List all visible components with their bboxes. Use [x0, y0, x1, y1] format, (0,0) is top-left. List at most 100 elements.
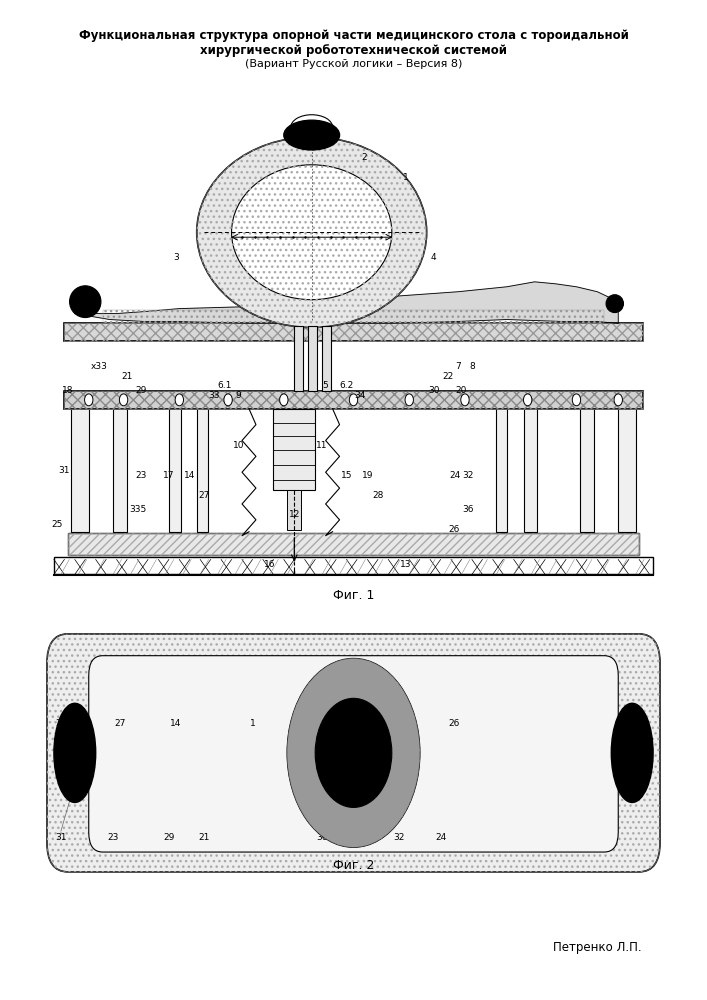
Bar	[169, 408, 182, 532]
Text: 18: 18	[62, 386, 74, 395]
Text: 8: 8	[469, 362, 475, 371]
Bar	[71, 408, 89, 532]
Text: Функциональная структура опорной части медицинского стола с тороидальной: Функциональная структура опорной части м…	[78, 29, 629, 42]
Bar	[64, 323, 643, 341]
Text: 15: 15	[341, 471, 352, 480]
Text: Фиг. 1: Фиг. 1	[333, 589, 374, 602]
Text: 29: 29	[135, 386, 146, 395]
Text: 26: 26	[449, 525, 460, 534]
Bar	[68, 533, 639, 555]
Circle shape	[119, 394, 128, 406]
Text: 5: 5	[323, 381, 329, 390]
Ellipse shape	[61, 718, 89, 788]
Text: 15: 15	[351, 719, 363, 728]
FancyBboxPatch shape	[47, 634, 660, 872]
Text: 3: 3	[173, 253, 179, 262]
Text: 32: 32	[463, 471, 474, 480]
Text: 30: 30	[428, 386, 439, 395]
Text: 19: 19	[362, 471, 373, 480]
Text: 22: 22	[351, 833, 363, 842]
Ellipse shape	[69, 286, 101, 318]
Ellipse shape	[612, 703, 653, 802]
Text: 10: 10	[233, 441, 245, 450]
Text: 6.1: 6.1	[218, 381, 232, 390]
Circle shape	[523, 394, 532, 406]
Text: 25: 25	[52, 520, 63, 529]
Text: 27: 27	[198, 491, 209, 500]
Bar	[54, 557, 653, 574]
Bar	[68, 533, 639, 555]
Bar	[103, 310, 604, 323]
Text: 22: 22	[442, 372, 453, 381]
Text: 24: 24	[435, 833, 446, 842]
Text: 20: 20	[456, 386, 467, 395]
Bar	[618, 408, 636, 532]
Text: Фиг. 2: Фиг. 2	[333, 859, 374, 872]
Text: 17: 17	[163, 471, 175, 480]
Circle shape	[224, 394, 233, 406]
Text: 25: 25	[55, 719, 66, 728]
Text: 36: 36	[462, 505, 474, 514]
Circle shape	[280, 394, 288, 406]
Text: 12: 12	[288, 510, 300, 519]
Text: 23: 23	[135, 471, 146, 480]
Text: 1: 1	[403, 173, 409, 182]
Text: хирургической робототехнической системой: хирургической робототехнической системой	[200, 44, 507, 57]
Bar	[274, 409, 315, 490]
Text: 2: 2	[361, 153, 367, 162]
Bar	[534, 733, 563, 773]
Circle shape	[405, 394, 414, 406]
Text: 27: 27	[115, 719, 126, 728]
Bar	[510, 735, 534, 770]
Circle shape	[287, 659, 420, 847]
Text: 30: 30	[317, 833, 328, 842]
Text: 32: 32	[393, 833, 404, 842]
Bar	[113, 408, 127, 532]
Circle shape	[175, 394, 184, 406]
Ellipse shape	[197, 137, 426, 327]
Bar	[64, 323, 643, 341]
Ellipse shape	[284, 120, 339, 150]
Text: 6.2: 6.2	[339, 381, 354, 390]
Ellipse shape	[54, 703, 95, 802]
Bar	[144, 733, 173, 773]
Text: 10: 10	[317, 719, 328, 728]
Text: 29: 29	[163, 833, 175, 842]
Text: 28: 28	[393, 719, 404, 728]
FancyBboxPatch shape	[89, 656, 618, 852]
Circle shape	[349, 394, 358, 406]
Bar	[287, 490, 301, 530]
Bar	[496, 408, 508, 532]
Bar	[173, 735, 197, 770]
Text: Петренко Л.П.: Петренко Л.П.	[553, 941, 642, 954]
Polygon shape	[75, 282, 618, 323]
Text: 31: 31	[59, 466, 70, 475]
Bar	[64, 391, 643, 409]
Bar	[294, 326, 303, 391]
Text: 23: 23	[107, 833, 119, 842]
Text: 26: 26	[449, 719, 460, 728]
Ellipse shape	[618, 718, 646, 788]
Text: 1: 1	[250, 719, 255, 728]
Circle shape	[572, 394, 580, 406]
Text: 16: 16	[264, 560, 276, 569]
Bar	[322, 326, 330, 391]
Text: 34: 34	[355, 391, 366, 400]
Text: 33: 33	[209, 391, 220, 400]
Text: 4: 4	[431, 253, 436, 262]
Circle shape	[334, 725, 373, 781]
Circle shape	[287, 659, 420, 847]
Circle shape	[461, 394, 469, 406]
Text: 335: 335	[129, 505, 146, 514]
Text: (Вариант Русской логики – Версия 8): (Вариант Русской логики – Версия 8)	[245, 59, 462, 69]
Text: 24: 24	[449, 471, 460, 480]
Bar	[308, 326, 317, 391]
Bar	[64, 391, 643, 409]
Text: 21: 21	[198, 833, 209, 842]
Bar	[524, 408, 537, 532]
Circle shape	[614, 394, 622, 406]
Text: х33: х33	[90, 362, 107, 371]
Text: 31: 31	[55, 833, 66, 842]
Text: 11: 11	[317, 441, 328, 450]
Ellipse shape	[232, 165, 392, 300]
